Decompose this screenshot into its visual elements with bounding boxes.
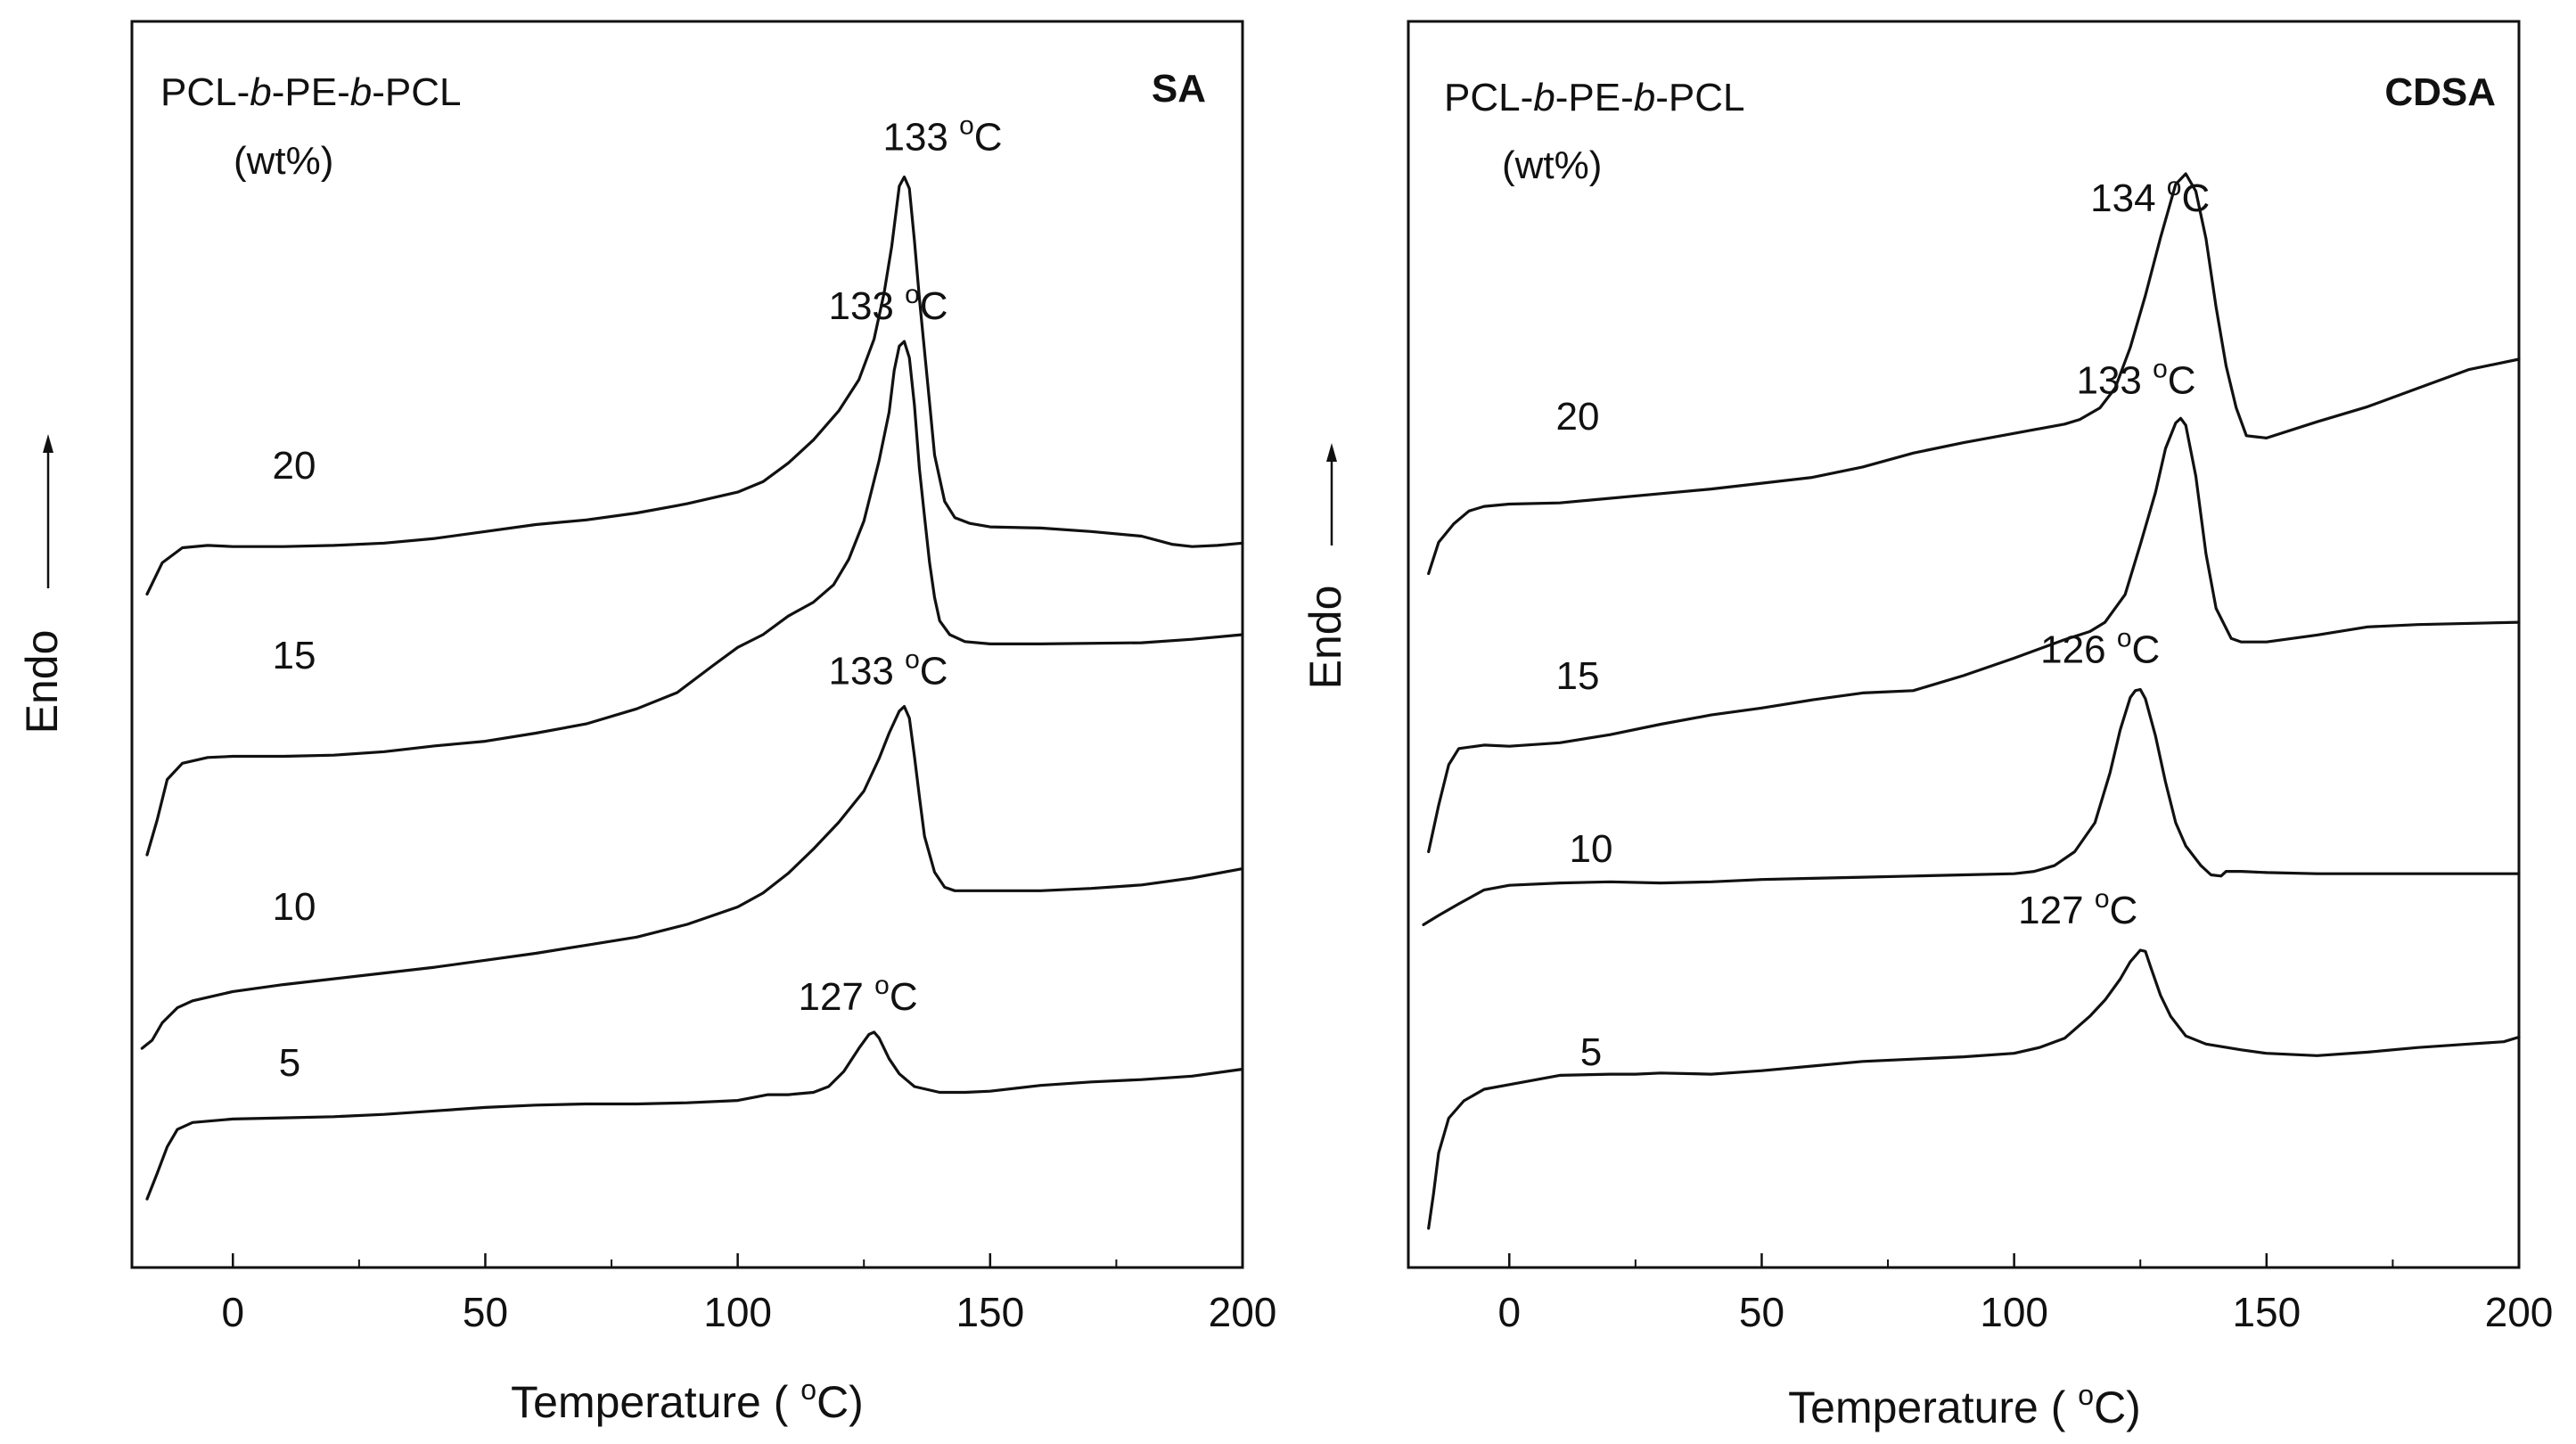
peak-label-5: 127 oC [2018, 884, 2137, 932]
x-axis-label: Temperature ( oC) [511, 1374, 864, 1427]
peak-label-10: 126 oC [2040, 624, 2160, 672]
x-tick-label: 0 [1497, 1289, 1521, 1335]
x-tick-label: 150 [2232, 1289, 2301, 1335]
y-axis-label: Endo [17, 434, 67, 734]
dsc-curves [1422, 172, 2521, 1230]
x-axis-label: Temperature ( oC) [1788, 1379, 2141, 1432]
series-label-10: 10 [1570, 827, 1613, 871]
x-tick-label: 0 [221, 1289, 244, 1335]
y-axis-arrow-head [1326, 443, 1337, 462]
x-axis-ticks [1508, 1253, 2521, 1268]
dsc-curve-20wt [1427, 172, 2521, 576]
series-label-5: 5 [279, 1041, 300, 1085]
x-tick-label: 200 [1209, 1289, 1277, 1335]
peak-label-20: 134 oC [2090, 172, 2210, 220]
dsc-curve-20wt [145, 175, 1244, 596]
dsc-curve-10wt [1422, 687, 2521, 926]
svg-text:Endo: Endo [1300, 586, 1350, 690]
series-label-15: 15 [1556, 654, 1600, 698]
dsc-curve-5wt [1427, 948, 2521, 1230]
series-label-20: 20 [273, 444, 316, 488]
curve-annotations: 20 134 oC 15 133 oC 10 126 oC 5 127 oC [1556, 172, 2211, 1074]
peak-label-15: 133 oC [828, 280, 948, 328]
svg-text:Endo: Endo [17, 630, 67, 734]
chart-panel-sa: 0 50 100 150 200 20 133 oC 15 133 oC 10 133 oC 5 12… [17, 20, 1276, 1427]
dsc-curves [140, 175, 1244, 1201]
x-tick-label: 200 [2485, 1289, 2554, 1335]
dsc-curve-5wt [145, 1030, 1244, 1201]
x-tick-label: 50 [463, 1289, 508, 1335]
panel-label: SA [1152, 67, 1206, 111]
panel-label: CDSA [2384, 70, 2496, 114]
y-axis-label: Endo [1300, 443, 1350, 689]
plot-frame [130, 20, 1244, 1269]
x-tick-label: 50 [1739, 1289, 1784, 1335]
legend-title: PCL-b-PE-b-PCL [1444, 76, 1744, 119]
dsc-curve-15wt [1427, 416, 2521, 854]
dsc-curve-15wt [145, 340, 1244, 857]
x-tick-label: 100 [1980, 1289, 2048, 1335]
plot-frame [1407, 20, 2521, 1269]
dsc-curve-10wt [140, 705, 1244, 1050]
series-label-10: 10 [273, 885, 316, 929]
x-tick-label: 150 [956, 1289, 1024, 1335]
series-label-15: 15 [273, 634, 316, 677]
peak-label-15: 133 oC [2076, 354, 2195, 402]
x-axis-tick-labels: 0 50 100 150 200 [221, 1289, 1276, 1335]
curve-annotations: 20 133 oC 15 133 oC 10 133 oC 5 127 oC [273, 111, 1003, 1086]
series-label-20: 20 [1556, 395, 1600, 439]
x-tick-label: 100 [703, 1289, 772, 1335]
series-label-5: 5 [1580, 1030, 1602, 1074]
chart-panel-cdsa: 0 50 100 150 200 20 134 oC 15 133 oC 10 126 oC 5 12… [1300, 20, 2553, 1432]
peak-label-5: 127 oC [798, 971, 917, 1019]
peak-label-20: 133 oC [882, 111, 1002, 160]
legend-title: PCL-b-PE-b-PCL [160, 70, 461, 114]
x-axis-tick-labels: 0 50 100 150 200 [1497, 1289, 2553, 1335]
peak-label-10: 133 oC [828, 645, 948, 693]
x-axis-ticks [232, 1253, 1244, 1268]
y-axis-arrow-head [43, 434, 53, 453]
legend-unit: (wt%) [1502, 144, 1602, 187]
legend-unit: (wt%) [234, 139, 333, 183]
